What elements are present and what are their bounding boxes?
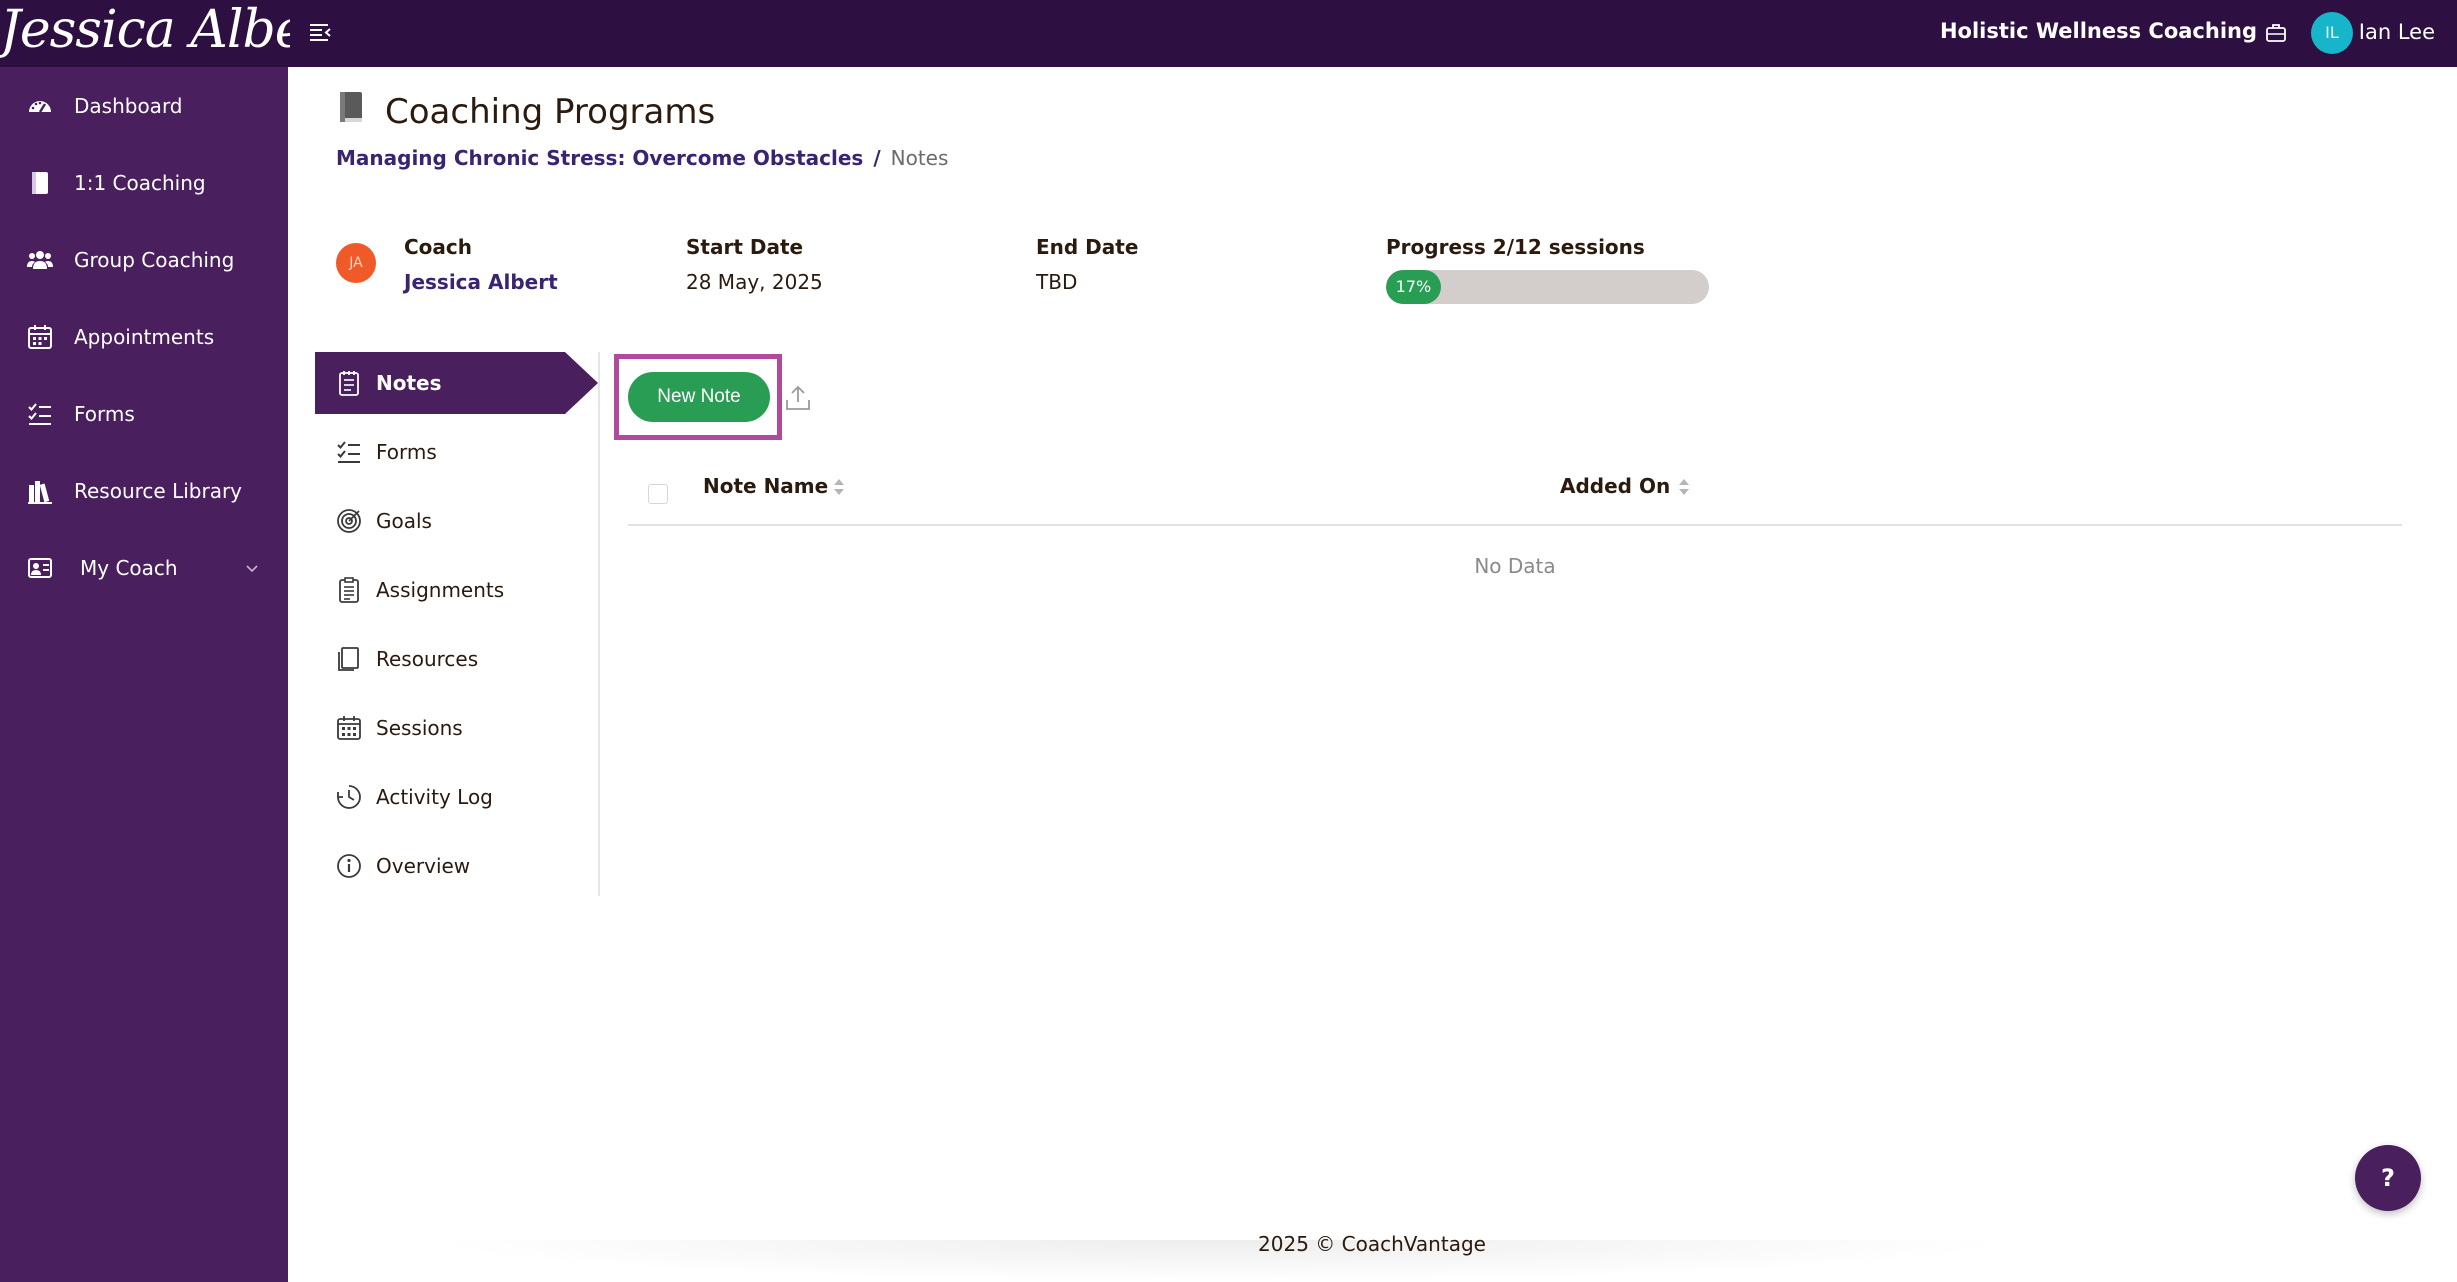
breadcrumb-current: Notes [890,146,949,170]
new-note-highlight [614,354,782,440]
sort-icon[interactable] [1677,476,1691,498]
breadcrumb: Managing Chronic Stress: Overcome Obstac… [336,146,948,170]
sidebar-item-label: My Coach [80,556,178,580]
calendar-icon [337,716,361,740]
progress-fill: 17% [1386,270,1441,304]
sidebar-item-dashboard[interactable]: Dashboard [0,76,288,136]
book-icon [32,172,48,194]
user-name[interactable]: Ian Lee [2358,20,2435,44]
coach-name-link[interactable]: Jessica Albert [404,270,558,294]
clipboard-icon [339,577,359,603]
briefcase-icon[interactable] [2265,22,2287,44]
subnav-item-label: Assignments [376,578,505,602]
subnav-item-label: Goals [376,509,432,533]
select-all-checkbox[interactable] [648,484,668,504]
subnav-item-notes[interactable]: Notes [315,352,598,414]
sidebar-item-label: Appointments [74,325,215,349]
subnav-item-resources[interactable]: Resources [315,628,598,690]
end-date-value: TBD [1036,270,1078,294]
checklist-icon [337,441,360,463]
page-title: Coaching Programs [385,92,716,132]
notes-table-header: Note Name Added On [628,466,2402,526]
library-icon [28,481,52,504]
subnav-item-forms[interactable]: Forms [315,421,598,483]
top-bar: Jessica Albert Holistic Wellness Coachin… [0,0,2457,67]
footer-copyright: 2025 © CoachVantage [1258,1232,1486,1256]
sidebar-item-label: Dashboard [74,94,183,118]
subnav-item-label: Sessions [376,716,463,740]
sidebar-item-label: Resource Library [74,479,243,503]
subnav-item-goals[interactable]: Goals [315,490,598,552]
subnav-item-label: Resources [376,647,479,671]
column-note-name[interactable]: Note Name [703,474,829,498]
chevron-down-icon[interactable] [244,560,260,576]
book-icon [340,92,362,122]
checklist-icon [28,403,51,425]
notes-icon [339,371,359,396]
coach-label: Coach [404,235,473,259]
progress-bar: 17% [1386,270,1709,304]
empty-state-text: No Data [1474,554,1556,578]
sidebar-item-label: Forms [74,402,135,426]
menu-toggle-icon[interactable] [308,20,334,46]
sidebar-item-group-coaching[interactable]: Group Coaching [0,230,288,290]
subnav-item-label: Activity Log [376,785,493,809]
sidebar-item-forms[interactable]: Forms [0,384,288,444]
upload-icon[interactable] [784,384,812,412]
document-icon [338,647,359,671]
sidebar-item-1-1-coaching[interactable]: 1:1 Coaching [0,153,288,213]
subnav-item-assignments[interactable]: Assignments [315,559,598,621]
sidebar-item-label: 1:1 Coaching [74,171,206,195]
user-avatar[interactable]: IL [2311,12,2353,54]
coach-avatar: JA [336,243,376,283]
subnav-item-sessions[interactable]: Sessions [315,697,598,759]
organization-name[interactable]: Holistic Wellness Coaching [1939,19,2257,43]
new-note-button[interactable]: New Note [628,372,770,422]
start-date-value: 28 May, 2025 [686,270,823,294]
breadcrumb-separator: / [873,146,881,170]
sidebar-item-label: Group Coaching [74,248,235,272]
subnav-item-label: Overview [376,854,471,878]
active-tab-indicator [315,352,598,414]
dashboard-icon [29,101,51,113]
progress-label: Progress 2/12 sessions [1386,235,1645,259]
subnav-item-activity-log[interactable]: Activity Log [315,766,598,828]
users-icon [27,251,53,269]
coach-card-icon [28,558,52,578]
target-icon [337,509,361,533]
brand-logo[interactable]: Jessica Albert [0,0,290,60]
sidebar: Dashboard 1:1 Coaching Group Coaching Ap… [0,67,288,1282]
help-button[interactable]: ? [2355,1145,2421,1211]
subnav-item-label: Notes [376,371,442,395]
calendar-icon [28,325,52,349]
clock-icon [337,785,361,809]
sort-icon[interactable] [832,476,846,498]
program-subnav: Notes Forms Goals Assignments [315,352,600,896]
info-icon [337,854,361,878]
breadcrumb-program-link[interactable]: Managing Chronic Stress: Overcome Obstac… [336,146,864,170]
subnav-item-label: Forms [376,440,437,464]
sidebar-item-my-coach[interactable]: My Coach [0,538,288,598]
end-date-label: End Date [1036,235,1139,259]
column-added-on[interactable]: Added On [1560,474,1671,498]
footer-shadow [420,1240,2020,1282]
subnav-item-overview[interactable]: Overview [315,835,598,897]
sidebar-item-appointments[interactable]: Appointments [0,307,288,367]
start-date-label: Start Date [686,235,804,259]
sidebar-item-resource-library[interactable]: Resource Library [0,461,288,521]
